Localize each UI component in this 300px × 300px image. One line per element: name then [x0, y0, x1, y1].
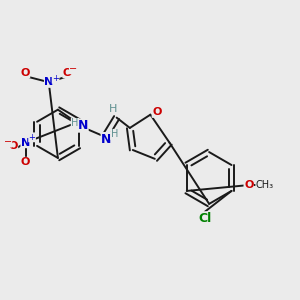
Text: O: O	[20, 68, 30, 78]
Text: O: O	[63, 68, 72, 78]
Text: N: N	[44, 77, 54, 87]
Text: O: O	[21, 158, 30, 167]
Text: H: H	[109, 104, 117, 114]
Text: H: H	[71, 118, 79, 128]
Text: CH₃: CH₃	[256, 180, 274, 190]
Text: N: N	[21, 138, 30, 148]
Text: +: +	[52, 74, 59, 83]
Text: H: H	[111, 129, 118, 140]
Text: N: N	[101, 133, 112, 146]
Text: −: −	[4, 137, 12, 147]
Text: N: N	[78, 119, 88, 132]
Text: −: −	[69, 64, 77, 74]
Text: O: O	[244, 180, 254, 190]
Text: +: +	[28, 133, 35, 142]
Text: O: O	[152, 107, 162, 117]
Text: Cl: Cl	[198, 212, 211, 225]
Text: O: O	[8, 141, 18, 151]
